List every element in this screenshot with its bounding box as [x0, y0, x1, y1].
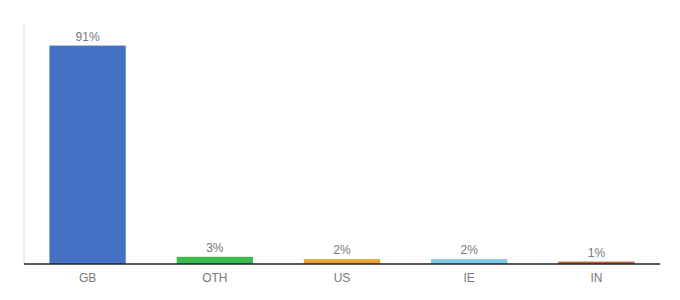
- x-tick-label: OTH: [202, 271, 227, 285]
- x-tick-labels: GB OTH US IE IN: [79, 271, 602, 285]
- x-axis-line: [24, 263, 660, 265]
- data-label: 2%: [333, 243, 351, 257]
- chart-container: 91% 3% 2% 2% 1% GB OTH US IE IN: [0, 0, 680, 300]
- data-label: 1%: [588, 246, 606, 260]
- x-tick-label: IN: [590, 271, 602, 285]
- chart: 91% 3% 2% 2% 1% GB OTH US IE IN: [0, 0, 680, 300]
- data-labels: 91% 3% 2% 2% 1%: [76, 30, 606, 260]
- y-axis-line: [24, 24, 25, 264]
- bar: [177, 257, 253, 264]
- data-label: 3%: [206, 241, 224, 255]
- bar: [49, 46, 125, 264]
- x-tick-label: GB: [79, 271, 96, 285]
- data-label: 91%: [76, 30, 100, 44]
- bars: [49, 46, 634, 264]
- data-label: 2%: [461, 243, 479, 257]
- x-tick-label: US: [334, 271, 351, 285]
- x-tick-label: IE: [464, 271, 475, 285]
